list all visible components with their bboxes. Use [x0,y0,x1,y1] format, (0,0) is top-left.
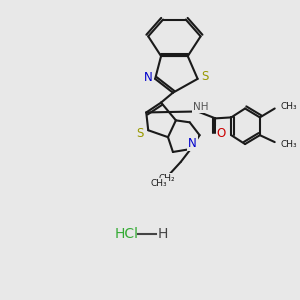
Text: HCl: HCl [115,227,139,241]
Text: S: S [201,70,208,83]
Text: S: S [136,127,144,140]
Text: N: N [188,136,197,150]
Text: O: O [217,127,226,140]
Text: CH₃: CH₃ [151,179,167,188]
Text: H: H [158,227,168,241]
Text: CH₂: CH₂ [159,174,175,183]
Text: CH₃: CH₃ [280,102,297,111]
Text: NH: NH [193,101,208,112]
Text: N: N [144,71,153,84]
Text: CH₃: CH₃ [280,140,297,148]
